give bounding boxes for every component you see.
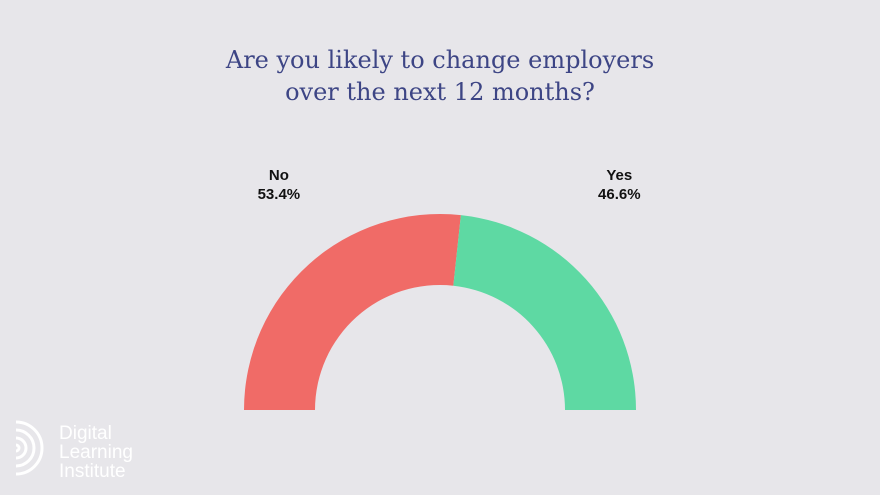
- chart-title-line-2: over the next 12 months?: [285, 78, 595, 106]
- slice-value-yes: 46.6%: [598, 186, 641, 203]
- slice-value-no: 53.4%: [258, 186, 301, 203]
- logo-line-1: Digital: [59, 423, 112, 444]
- slice-yes: [453, 215, 636, 410]
- slice-no: [244, 213, 461, 410]
- chart-title-line-1: Are you likely to change employers: [225, 46, 655, 74]
- logo-line-3: Institute: [59, 461, 126, 482]
- slice-label-yes: Yes: [606, 167, 632, 184]
- logo-line-2: Learning: [59, 442, 133, 463]
- slice-label-no: No: [269, 167, 289, 184]
- logo-arcs-icon: [15, 420, 44, 476]
- logo-text: Digital Learning Institute: [59, 424, 133, 481]
- digital-learning-institute-logo: Digital Learning Institute: [12, 412, 162, 484]
- chart-title: Are you likely to change employers over …: [0, 44, 880, 108]
